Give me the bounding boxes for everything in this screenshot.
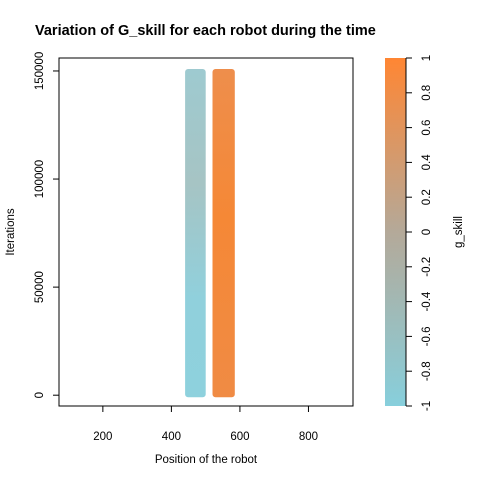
plot-frame	[58, 57, 354, 407]
y-tick-label: 150000	[34, 52, 46, 90]
colorbar-tick-label: 0.8	[421, 85, 433, 101]
colorbar-tick-label: 0	[421, 229, 433, 235]
x-tick-label: 200	[93, 431, 112, 443]
data-marks	[185, 69, 235, 398]
colorbar-tick-label: 0.6	[421, 120, 433, 136]
colorbar-label: g_skill	[453, 216, 465, 248]
x-tick-label: 800	[299, 431, 318, 443]
colorbar-gradient	[385, 58, 406, 406]
chart-title: Variation of G_skill for each robot duri…	[35, 23, 376, 39]
colorbar-tick-label: 1	[421, 55, 433, 61]
y-axis-label: Iterations	[5, 208, 17, 256]
colorbar-tick-label: -0.6	[421, 326, 433, 346]
robot-point-band-1	[185, 69, 206, 398]
x-axis-label: Position of the robot	[155, 454, 258, 466]
colorbar-tick-label: -0.8	[421, 361, 433, 381]
x-tick-label: 600	[230, 431, 249, 443]
y-tick-label: 50000	[34, 271, 46, 303]
colorbar-tick-label: -0.4	[421, 291, 433, 311]
robot-point-band-2	[212, 69, 235, 398]
plot-region	[58, 57, 354, 407]
x-axis: 200 400 600 800	[93, 405, 318, 443]
colorbar-tick-label: -0.2	[421, 257, 433, 277]
colorbar-tick-label: -1	[421, 401, 433, 411]
colorbar-ticks: -1 -0.8 -0.6 -0.4 -0.2 0 0.2 0.4 0.6 0.8 1	[406, 55, 433, 411]
y-axis: 0 50000 100000 150000	[34, 52, 60, 398]
y-tick-label: 100000	[34, 160, 46, 198]
colorbar-tick-label: 0.2	[421, 189, 433, 205]
colorbar-tick-label: 0.4	[421, 154, 433, 171]
x-tick-label: 400	[162, 431, 181, 443]
y-tick-label: 0	[34, 392, 46, 398]
colorbar: -1 -0.8 -0.6 -0.4 -0.2 0 0.2 0.4 0.6 0.8 1 g_skill	[385, 55, 465, 411]
